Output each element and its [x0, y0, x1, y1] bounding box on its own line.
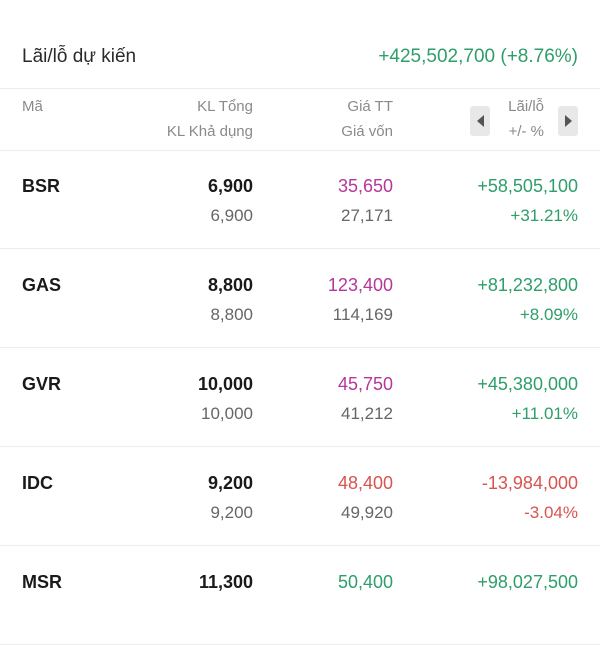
chevron-right-icon — [564, 115, 572, 127]
holding-qty-total: 6,900 — [207, 176, 253, 196]
holding-market-price: 48,400 — [337, 473, 393, 493]
holding-cost-price: 41,212 — [341, 404, 393, 423]
holding-qty-available: 8,800 — [210, 305, 253, 324]
holding-symbol: BSR — [22, 176, 61, 196]
holding-qty-available: 10,000 — [201, 404, 253, 423]
holding-symbol: MSR — [22, 572, 62, 592]
header-pl: Lãi/lỗ — [508, 98, 544, 115]
holding-row[interactable]: GAS 8,800 8,800 123,400 114,169 +81,232,… — [0, 249, 600, 348]
holding-qty-available: 9,200 — [210, 503, 253, 522]
header-cost-price: Giá vốn — [341, 123, 393, 140]
header-qty-total: KL Tổng — [197, 98, 253, 115]
header-pl-pct: +/- % — [508, 123, 544, 140]
holding-qty-total: 9,200 — [207, 473, 253, 493]
holding-symbol: GAS — [22, 275, 62, 295]
holding-row[interactable]: GVR 10,000 10,000 45,750 41,212 +45,380,… — [0, 348, 600, 447]
holding-row[interactable]: MSR 11,300 50,400 +98,027,500 — [0, 546, 600, 645]
pl-summary-bar: Lãi/lỗ dự kiến +425,502,700 (+8.76%) — [0, 0, 600, 89]
holding-qty-total: 8,800 — [207, 275, 253, 295]
header-market-price: Giá TT — [347, 98, 393, 115]
holding-pl: +58,505,100 — [477, 176, 578, 196]
holding-row[interactable]: BSR 6,900 6,900 35,650 27,171 +58,505,10… — [0, 150, 600, 249]
holding-cost-price: 27,171 — [341, 206, 393, 225]
holding-pl: +98,027,500 — [477, 572, 578, 592]
holding-qty-available: 6,900 — [210, 206, 253, 225]
holding-pl-pct: +31.21% — [510, 206, 578, 225]
holdings-list: BSR 6,900 6,900 35,650 27,171 +58,505,10… — [0, 150, 600, 645]
column-prev-button[interactable] — [470, 106, 490, 136]
holding-pl-pct: +11.01% — [511, 404, 578, 423]
holding-row[interactable]: IDC 9,200 9,200 48,400 49,920 -13,984,00… — [0, 447, 600, 546]
column-next-button[interactable] — [558, 106, 578, 136]
holding-cost-price: 114,169 — [332, 305, 393, 324]
holding-market-price: 123,400 — [327, 275, 393, 295]
holding-pl: -13,984,000 — [481, 473, 578, 493]
pl-summary-value: +425,502,700 (+8.76%) — [378, 46, 578, 67]
holding-market-price: 50,400 — [337, 572, 393, 592]
portfolio-table-header: Mã KL Tổng KL Khả dụng Giá TT Giá vốn Lã… — [0, 88, 600, 151]
holding-pl: +45,380,000 — [477, 374, 578, 394]
holding-market-price: 35,650 — [337, 176, 393, 196]
holding-pl: +81,232,800 — [477, 275, 578, 295]
holding-cost-price: 49,920 — [341, 503, 393, 522]
header-qty-available: KL Khả dụng — [166, 123, 253, 140]
pl-summary-label: Lãi/lỗ dự kiến — [22, 46, 137, 67]
holding-qty-total: 11,300 — [198, 572, 253, 592]
holding-pl-pct: +8.09% — [519, 305, 578, 324]
header-symbol: Mã — [22, 98, 43, 115]
holding-symbol: IDC — [22, 473, 53, 493]
holding-pl-pct: -3.04% — [524, 503, 578, 522]
holding-qty-total: 10,000 — [197, 374, 253, 394]
chevron-left-icon — [476, 115, 484, 127]
holding-symbol: GVR — [22, 374, 62, 394]
holding-market-price: 45,750 — [337, 374, 393, 394]
